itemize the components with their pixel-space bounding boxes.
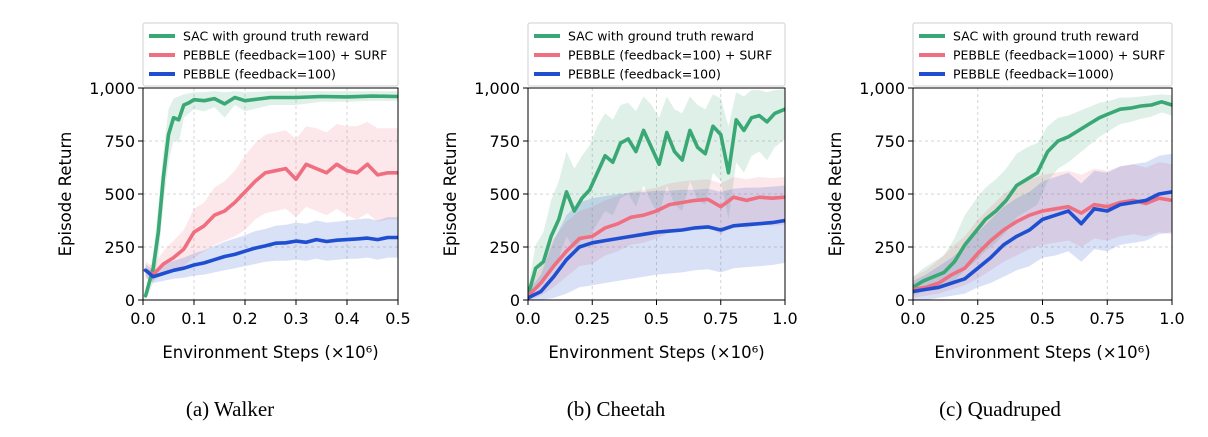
surf-line [143, 162, 398, 277]
data-layer [143, 91, 398, 300]
sac-band [913, 94, 1172, 296]
legend-label: PEBBLE (feedback=100) + SURF [568, 48, 772, 63]
surf-band [913, 162, 1172, 298]
y-axis-title: Episode Return [441, 132, 460, 257]
x-tick-label: 0.0 [515, 309, 540, 328]
x-tick-label: 0.75 [1089, 309, 1125, 328]
x-tick-label: 1.0 [1159, 309, 1184, 328]
legend-label: PEBBLE (feedback=1000) + SURF [953, 48, 1165, 63]
legend-label: PEBBLE (feedback=1000) [953, 67, 1114, 82]
chart-panel-2: 0.0 0.25 0.5 0.75 1.0 0 250 500 750 1,000 Environm… [441, 22, 798, 421]
legend: SAC with ground truth reward PEBBLE (feed… [527, 22, 786, 87]
pebble-band [913, 153, 1172, 300]
sac-band [145, 91, 398, 300]
x-axis-title: Environment Steps (×10⁶) [548, 343, 764, 362]
sac-line [528, 107, 785, 298]
y-tick-label: 1,000 [89, 79, 135, 98]
x-tick-label: 0.5 [385, 309, 410, 328]
x-tick-label: 0.75 [703, 309, 739, 328]
y-tick-label: 250 [489, 238, 520, 257]
y-tick-label: 1,000 [474, 79, 520, 98]
y-tick-label: 0 [895, 291, 905, 310]
y-tick-label: 1,000 [859, 79, 905, 98]
surf-band [145, 121, 398, 281]
legend: SAC with ground truth reward PEBBLE (feed… [912, 22, 1173, 87]
legend: SAC with ground truth reward PEBBLE (feed… [142, 22, 399, 87]
legend-box [912, 22, 1173, 87]
pebble-band [145, 217, 398, 283]
pebble-line [143, 235, 398, 279]
x-tick-label: 0.4 [334, 309, 359, 328]
x-tick-label: 0.5 [1030, 309, 1055, 328]
x-tick-label: 0.0 [130, 309, 155, 328]
y-tick-label: 750 [104, 132, 135, 151]
legend-box [142, 22, 399, 87]
pebble-line [528, 218, 785, 300]
y-tick-label: 250 [874, 238, 905, 257]
y-tick-label: 500 [489, 185, 520, 204]
surf-line [913, 196, 1172, 292]
legend-label: SAC with ground truth reward [953, 29, 1139, 44]
x-tick-label: 0.0 [900, 309, 925, 328]
panel-caption: (a) Walker [186, 397, 274, 421]
x-axis-title: Environment Steps (×10⁶) [934, 343, 1150, 362]
x-tick-label: 1.0 [772, 309, 797, 328]
y-tick-label: 0 [125, 291, 135, 310]
y-tick-label: 750 [874, 132, 905, 151]
legend-label: PEBBLE (feedback=100) [568, 67, 721, 82]
sac-line [913, 100, 1172, 290]
pebble-line [913, 190, 1172, 294]
pebble-band [528, 185, 785, 300]
x-tick-label: 0.3 [283, 309, 308, 328]
y-tick-label: 750 [489, 132, 520, 151]
x-tick-label: 0.2 [232, 309, 257, 328]
data-layer [528, 89, 785, 300]
data-layer [913, 94, 1172, 300]
chart-panel-1: 0.0 0.1 0.2 0.3 0.4 0.5 0 250 500 750 1,000 Environ… [56, 22, 411, 421]
legend-box [527, 22, 786, 87]
x-tick-label: 0.25 [960, 309, 996, 328]
x-tick-label: 0.1 [181, 309, 206, 328]
x-tick-label: 0.5 [644, 309, 669, 328]
chart-panel-3: 0.0 0.25 0.5 0.75 1.0 0 250 500 750 1,000 Environm… [826, 22, 1185, 421]
legend-label: PEBBLE (feedback=100) [183, 67, 336, 82]
x-tick-label: 0.25 [574, 309, 610, 328]
y-axis-title: Episode Return [56, 132, 75, 257]
x-axis-title: Environment Steps (×10⁶) [162, 343, 378, 362]
legend-label: SAC with ground truth reward [183, 29, 369, 44]
y-tick-label: 500 [874, 185, 905, 204]
sac-line [143, 94, 398, 298]
y-tick-label: 0 [510, 291, 520, 310]
panel-caption: (c) Quadruped [939, 397, 1061, 421]
legend-label: PEBBLE (feedback=100) + SURF [183, 48, 387, 63]
y-tick-label: 250 [104, 238, 135, 257]
y-tick-label: 500 [104, 185, 135, 204]
y-axis-title: Episode Return [826, 132, 845, 257]
surf-line [528, 195, 785, 298]
legend-label: SAC with ground truth reward [568, 29, 754, 44]
panel-caption: (b) Cheetah [567, 397, 666, 421]
